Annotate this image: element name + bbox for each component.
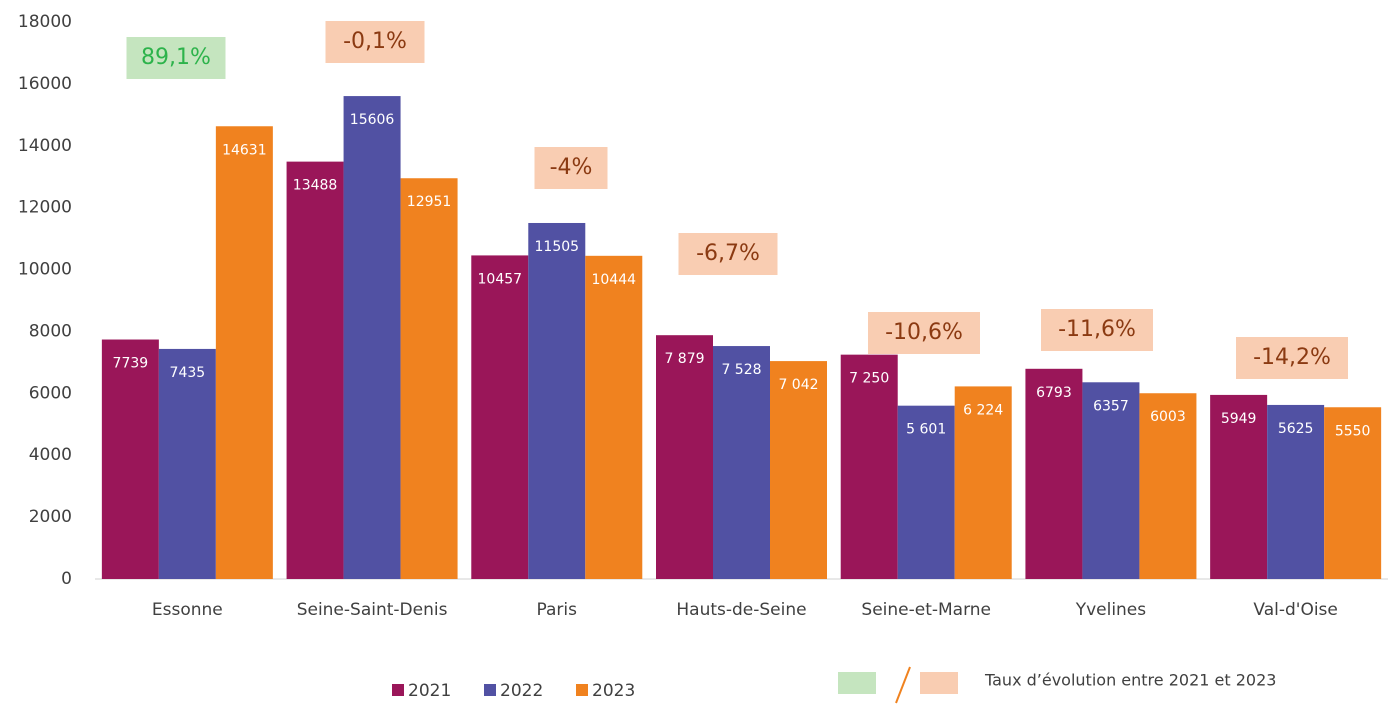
annotation: -4% <box>550 155 593 180</box>
x-tick-label: Val-d'Oise <box>1253 600 1337 620</box>
bar <box>713 346 770 579</box>
bar <box>770 361 827 579</box>
bar <box>1139 393 1197 579</box>
bar <box>215 126 273 579</box>
bar <box>528 222 586 579</box>
legend-swatch <box>484 684 496 696</box>
y-tick-label: 0 <box>61 569 72 589</box>
x-tick-label: Paris <box>537 600 578 620</box>
bar <box>585 255 643 579</box>
value-label: 5625 <box>1278 421 1314 437</box>
annotation-box <box>534 147 608 189</box>
annotation: 89,1% <box>141 45 211 70</box>
bar <box>897 405 955 579</box>
value-label: 7 528 <box>721 362 761 378</box>
value-label: 15606 <box>350 112 395 128</box>
bar <box>656 335 713 579</box>
bar <box>1324 407 1382 579</box>
annotation-box <box>126 37 226 79</box>
annotation: -11,6% <box>1058 317 1136 342</box>
annotation-box <box>868 312 980 354</box>
value-label: 6793 <box>1036 385 1072 401</box>
annotation-box <box>325 21 425 63</box>
value-label: 5550 <box>1335 423 1371 439</box>
value-label: 7 042 <box>778 377 818 393</box>
legend-label: 2022 <box>500 681 543 701</box>
y-tick-label: 16000 <box>18 74 72 94</box>
x-tick-label: Seine-Saint-Denis <box>297 600 448 620</box>
y-tick-label: 8000 <box>29 321 72 341</box>
bar <box>400 178 458 579</box>
bar <box>840 354 898 579</box>
x-tick-label: Yvelines <box>1075 600 1147 620</box>
value-label: 12951 <box>407 194 452 210</box>
y-tick-label: 12000 <box>18 198 72 218</box>
value-label: 7 250 <box>849 371 889 387</box>
bar <box>1210 394 1268 579</box>
bar <box>471 255 529 579</box>
y-tick-label: 4000 <box>29 445 72 465</box>
bar <box>158 348 216 579</box>
note: Taux d’évolution entre 2021 et 2023 <box>984 671 1276 690</box>
value-label: 10457 <box>478 271 523 287</box>
value-label: 6003 <box>1150 409 1186 425</box>
bar <box>954 386 1012 579</box>
legend-swatch <box>392 684 404 696</box>
bar <box>1082 382 1140 579</box>
bar <box>286 161 344 579</box>
value-label: 13488 <box>293 178 338 194</box>
y-tick-label: 18000 <box>18 12 72 32</box>
annotation-box <box>1236 337 1348 379</box>
annotation: -14,2% <box>1253 345 1331 370</box>
annotation: -10,6% <box>885 320 963 345</box>
annotation: -0,1% <box>343 29 407 54</box>
bar <box>1267 404 1325 579</box>
note-swatch <box>920 672 958 694</box>
value-label: 10444 <box>592 272 637 288</box>
y-tick-label: 6000 <box>29 383 72 403</box>
value-label: 6 224 <box>963 402 1003 418</box>
y-tick-label: 14000 <box>18 136 72 156</box>
value-label: 5 601 <box>906 422 946 438</box>
value-label: 14631 <box>222 142 267 158</box>
annotation-box <box>678 233 778 275</box>
y-tick-label: 2000 <box>29 507 72 527</box>
value-label: 7 879 <box>664 351 704 367</box>
legend-label: 2021 <box>408 681 451 701</box>
y-tick-label: 10000 <box>18 260 72 280</box>
annotation: -6,7% <box>696 241 760 266</box>
value-label: 5949 <box>1221 411 1257 427</box>
x-tick-label: Essonne <box>152 600 223 620</box>
bar <box>1025 368 1083 579</box>
value-label: 11505 <box>535 239 580 255</box>
note-swatch <box>838 672 876 694</box>
value-label: 6357 <box>1093 398 1129 414</box>
annotation-box <box>1041 309 1153 351</box>
bar <box>101 339 159 579</box>
value-label: 7435 <box>170 365 206 381</box>
note-slash <box>895 666 911 704</box>
x-tick-label: Seine-et-Marne <box>861 600 991 620</box>
legend-label: 2023 <box>592 681 635 701</box>
x-tick-label: Hauts-de-Seine <box>676 600 806 620</box>
value-label: 7739 <box>113 356 149 372</box>
legend-swatch <box>576 684 588 696</box>
bar <box>343 96 401 580</box>
